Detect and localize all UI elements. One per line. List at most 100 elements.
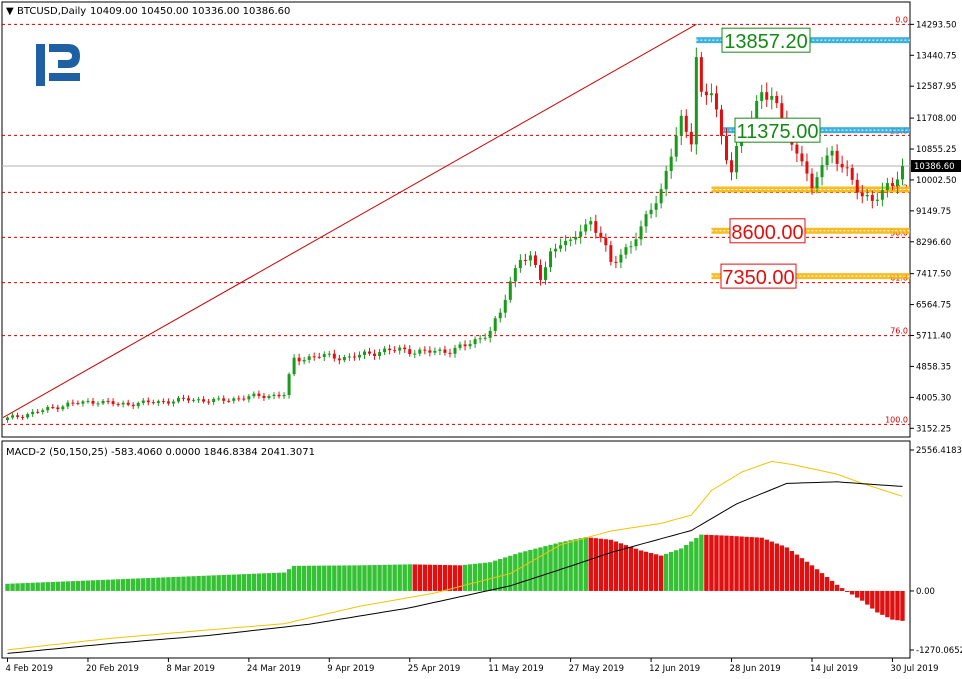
macd-histogram-bar: [709, 535, 714, 591]
candle-body: [624, 247, 628, 255]
candle-body: [267, 395, 271, 398]
price-tick-label: 7417.50: [916, 270, 951, 280]
candle-body: [468, 344, 472, 347]
macd-histogram-bar: [70, 581, 76, 591]
macd-histogram-bar: [65, 581, 71, 591]
macd-histogram-bar: [131, 578, 136, 591]
candle-body: [890, 183, 894, 186]
macd-histogram-bar: [136, 578, 141, 591]
candle-body: [71, 402, 75, 404]
macd-histogram-bar: [216, 575, 221, 591]
macd-histogram-bar: [774, 543, 779, 591]
candle-body: [287, 374, 291, 396]
macd-histogram-bar: [860, 590, 865, 601]
macd-histogram-bar: [171, 577, 176, 591]
price-tick-label: 4005.30: [916, 393, 951, 403]
candle-body: [564, 240, 568, 246]
macd-histogram-bar: [50, 581, 55, 591]
macd-histogram-bar: [618, 543, 624, 591]
candle-body: [156, 401, 160, 403]
macd-histogram-bar: [870, 590, 875, 609]
macd-histogram-bar: [699, 534, 704, 591]
macd-histogram-bar: [60, 581, 66, 591]
macd-histogram-bar: [563, 541, 568, 591]
macd-histogram-bar: [890, 590, 895, 620]
macd-histogram-bar: [880, 590, 885, 615]
candle-body: [549, 251, 553, 268]
macd-histogram-bar: [694, 538, 699, 591]
macd-histogram-bar: [794, 554, 800, 591]
macd-histogram-bar: [528, 549, 533, 591]
candle-body: [714, 93, 718, 110]
candle-body: [327, 353, 331, 355]
header-arrow-icon[interactable]: ▼: [6, 6, 14, 17]
macd-histogram-bar: [482, 562, 488, 591]
candle-body: [131, 404, 135, 407]
macd-histogram-bar: [196, 575, 201, 591]
macd-histogram-bar: [764, 539, 769, 591]
macd-histogram-bar: [729, 535, 734, 591]
macd-histogram-bar: [261, 573, 267, 591]
macd-histogram-bar: [437, 564, 443, 591]
candle-body: [448, 352, 452, 354]
candle-body: [825, 155, 829, 166]
macd-histogram-bar: [799, 558, 805, 591]
candle-body: [629, 246, 633, 248]
candle-body: [508, 281, 512, 300]
candle-body: [277, 394, 281, 397]
macd-histogram-bar: [110, 579, 116, 591]
macd-histogram-bar: [387, 564, 392, 591]
macd-histogram-bar: [55, 581, 60, 591]
macd-histogram-bar: [296, 565, 302, 591]
macd-histogram-bar: [875, 590, 880, 613]
candle-body: [317, 356, 321, 358]
macd-histogram-bar: [176, 576, 181, 591]
macd-histogram-bar: [211, 575, 216, 591]
macd-histogram-bar: [392, 564, 397, 591]
macd-histogram-bar: [578, 538, 583, 591]
candle-body: [775, 96, 779, 104]
macd-histogram-bar: [377, 564, 382, 591]
symbol-timeframe: BTCUSD,Daily: [17, 6, 86, 17]
candle-body: [192, 399, 196, 401]
macd-histogram-bar: [30, 582, 35, 591]
candle-body: [730, 160, 734, 173]
target-label-value: 13857.20: [724, 31, 807, 53]
macd-histogram-bar: [553, 543, 558, 591]
candle-body: [352, 356, 356, 358]
candle-body: [11, 415, 15, 418]
macd-histogram-bar: [306, 565, 312, 591]
target-band: [711, 227, 910, 234]
candle-body: [800, 153, 804, 162]
candle-body: [725, 135, 729, 161]
candle-body: [810, 173, 814, 189]
candle-body: [378, 352, 382, 356]
candle-body: [639, 226, 643, 240]
macd-histogram-bar: [432, 564, 438, 591]
macd-histogram-bar: [186, 576, 191, 591]
candle-body: [322, 354, 326, 357]
macd-histogram-bar: [885, 590, 890, 618]
macd-histogram-bar: [362, 565, 367, 591]
candle-body: [815, 177, 819, 189]
macd-histogram-bar: [337, 565, 342, 591]
target-band: [711, 186, 910, 193]
candle-body: [207, 401, 211, 403]
candle-body: [463, 344, 467, 347]
macd-histogram-bar: [422, 564, 428, 591]
candle-body: [222, 398, 226, 401]
candle-body: [760, 92, 764, 101]
price-tick-label: 3152.25: [916, 424, 951, 434]
candle-body: [46, 407, 50, 411]
candle-body: [247, 396, 251, 400]
macd-histogram-bar: [608, 539, 614, 591]
macd-histogram-bar: [487, 562, 493, 591]
candle-body: [312, 356, 316, 358]
candle-body: [619, 254, 623, 263]
candle-body: [544, 267, 548, 280]
macd-histogram-bar: [120, 579, 126, 591]
candle-body: [91, 400, 95, 404]
macd-histogram-bar: [633, 548, 639, 591]
macd-histogram-bar: [850, 590, 855, 595]
